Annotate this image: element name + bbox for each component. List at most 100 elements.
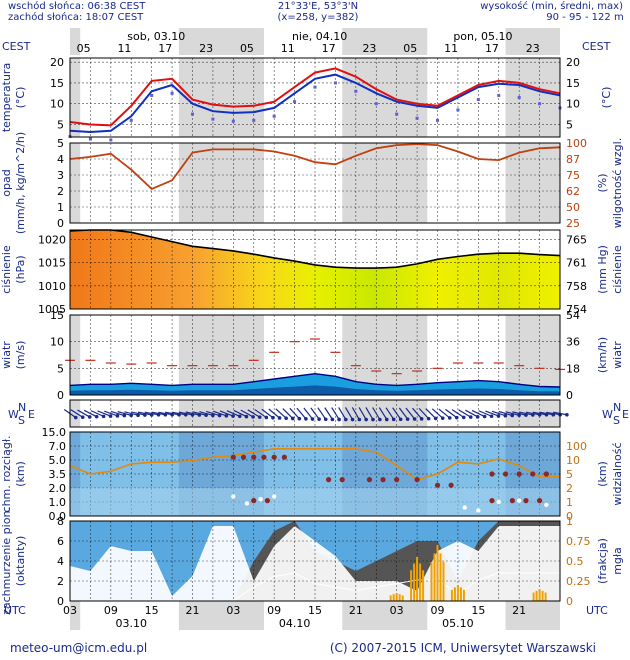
wind-direction-arrow [275, 408, 287, 419]
wind-direction-arrow [158, 411, 173, 416]
hour-label-top: 05 [77, 42, 91, 55]
cloud-base-dot [261, 454, 267, 460]
temp-point [211, 117, 215, 121]
wind-direction-arrow [365, 407, 374, 420]
hour-label-top: 23 [362, 42, 376, 55]
pressure-tick-left: 1015 [38, 257, 66, 270]
wind-direction-arrowhead [565, 412, 569, 417]
wind-direction-arrow [491, 410, 506, 417]
hour-label-bottom: 21 [186, 604, 200, 617]
cloud-base-dot [489, 471, 495, 477]
panel-night-band [178, 143, 264, 223]
temp-point [354, 89, 358, 93]
temperature-line [69, 67, 561, 127]
panel-night-band [70, 315, 81, 395]
footer-email[interactable]: meteo-um@icm.edu.pl [10, 641, 147, 655]
temp-point [517, 96, 521, 99]
wind-direction-arrowhead [271, 415, 275, 420]
wind-direction-arrow [83, 409, 97, 418]
wind-direction-arrowhead [264, 415, 269, 420]
temp-tick-left: 15 [50, 77, 64, 90]
cloud-base-dot [448, 482, 454, 488]
humidity-tick-right: 100 [566, 137, 587, 150]
temp-point [170, 91, 174, 95]
fog-tick-right: 0.5 [566, 555, 584, 568]
panel-border [69, 229, 561, 310]
cloud-base-dot [523, 498, 529, 504]
temp-point [538, 102, 542, 106]
bottom-time-axis: 03 09 15 21 03 09 15 21 03 09 15 21 03.10 04.10 05.10 [63, 600, 560, 630]
humidity-tick-right: 75 [566, 169, 580, 182]
wind-direction-arrow [226, 410, 240, 417]
panel-night-band [342, 400, 428, 427]
hour-label-top: 17 [322, 42, 336, 55]
wind-direction-arrow [104, 410, 118, 417]
wind-direction-arrow [178, 411, 193, 416]
cloud-base-dot [394, 477, 400, 483]
panel-border [69, 431, 561, 517]
precip-tick-left: 1 [57, 201, 64, 214]
temp-point [374, 102, 378, 106]
panel-night-band [505, 315, 560, 395]
top-night-band [505, 28, 560, 55]
cloudbase-tick-left: 5.0 [49, 454, 67, 467]
day-label-top: sob, 03.10 [127, 30, 185, 43]
visibility-tick-right: 5 [566, 468, 573, 481]
temp-tick-left: 5 [57, 119, 64, 132]
height-values: 90 - 95 - 122 m [546, 12, 623, 23]
wind-direction-arrow [212, 410, 227, 417]
wind-direction-arrowhead [378, 417, 382, 422]
wind-direction-arrowhead [433, 416, 438, 421]
timezone-top-right: CEST [582, 40, 611, 53]
cloudbase-axis-unit-left: (km) [14, 461, 27, 487]
wind-direction-arrow [137, 411, 152, 416]
wind-direction-arrow [338, 407, 347, 420]
cloud-base-dot [516, 471, 522, 477]
wind-direction-arrowhead [101, 414, 106, 419]
cloud-base-dot [366, 477, 373, 483]
wind-direction-arrow [471, 409, 485, 418]
wind-direction-arrowhead [251, 415, 255, 419]
low-cloud-band [70, 488, 560, 516]
visibility-tick-right: 10 [566, 454, 580, 467]
top-night-band [178, 28, 264, 55]
wind-direction-arrowhead [115, 414, 120, 418]
humidity-tick-right: 62 [566, 185, 580, 198]
cloud-base-dot [230, 454, 236, 460]
cloudiness-tick-left: 2 [57, 575, 64, 588]
cloud-base-dot [240, 454, 247, 460]
sunset-text: zachód słońca: 18:07 CEST [8, 11, 144, 23]
cloud-base-dot-light [244, 501, 250, 506]
pressure-tick-right: 754 [566, 303, 587, 316]
pressure-line [69, 229, 561, 269]
wind-direction-arrowhead [475, 415, 480, 419]
panel-night-band [178, 58, 264, 137]
temp-point [293, 100, 297, 104]
wind-direction-arrow [310, 407, 320, 420]
wind-direction-arrow [532, 411, 547, 416]
precip-axis-unit-left: (mm/h, kg/m^2/h) [14, 132, 27, 234]
top-night-band [70, 28, 81, 55]
cloud-base-dot [339, 477, 345, 483]
timezone-top: CEST [2, 40, 31, 53]
wind-direction-arrow [525, 411, 540, 416]
cloudbase-tick-left: 7.0 [49, 440, 67, 453]
day-label-bottom: 03.10 [116, 617, 148, 630]
wind-direction-arrow [165, 411, 180, 416]
wind-axis-label-left: wiatr [0, 341, 13, 369]
wind-direction-arrow [144, 411, 159, 416]
wind-direction-arrowhead [217, 413, 222, 418]
cloud-base-dot [380, 477, 386, 483]
top-axis-bg [70, 28, 560, 55]
temp-tick-right: 15 [566, 77, 580, 90]
cloudbase-tick-left: 1.0 [49, 496, 67, 509]
cloud-base-dot [281, 454, 287, 460]
humidity-tick-right: 87 [566, 153, 580, 166]
wind-direction-arrow [418, 407, 430, 420]
panel-night-band [70, 143, 81, 223]
pressure-tick-left: 1010 [38, 280, 66, 293]
wind-direction-arrow [233, 409, 247, 418]
temp-point [313, 85, 317, 89]
cloudiness-axis-label-left: zachmurzenie pion. [0, 507, 13, 615]
temp-tick-right: 20 [566, 56, 580, 69]
